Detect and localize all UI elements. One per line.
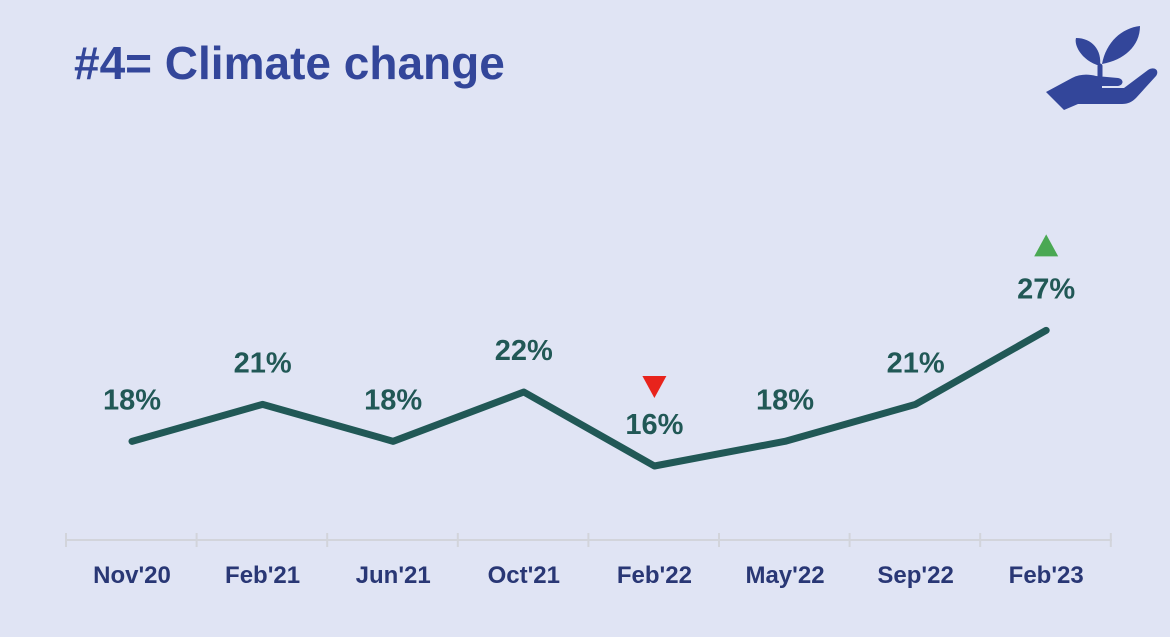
data-label: 18%: [364, 384, 422, 416]
trend-down-marker: [642, 376, 667, 398]
x-tick-label: May'22: [745, 562, 824, 589]
x-tick-label: Feb'21: [225, 562, 300, 589]
chart-title: #4= Climate change: [74, 37, 505, 89]
data-label: 21%: [887, 347, 945, 379]
x-tick-label: Feb'23: [1009, 562, 1084, 589]
x-tick-label: Sep'22: [877, 562, 953, 589]
x-tick-label: Nov'20: [93, 562, 171, 589]
data-label: 18%: [103, 384, 161, 416]
x-tick-label: Jun'21: [356, 562, 431, 589]
data-label: 16%: [625, 409, 683, 441]
x-tick-label: Feb'22: [617, 562, 692, 589]
series-line: [128, 326, 1050, 470]
trend-up-marker: [1034, 234, 1059, 257]
data-label: 18%: [756, 384, 814, 416]
x-tick-label: Oct'21: [488, 562, 560, 589]
hand-holding-plant-icon: [1046, 26, 1158, 110]
data-label: 21%: [234, 347, 292, 379]
data-label: 27%: [1017, 273, 1075, 305]
data-label: 22%: [495, 335, 553, 367]
